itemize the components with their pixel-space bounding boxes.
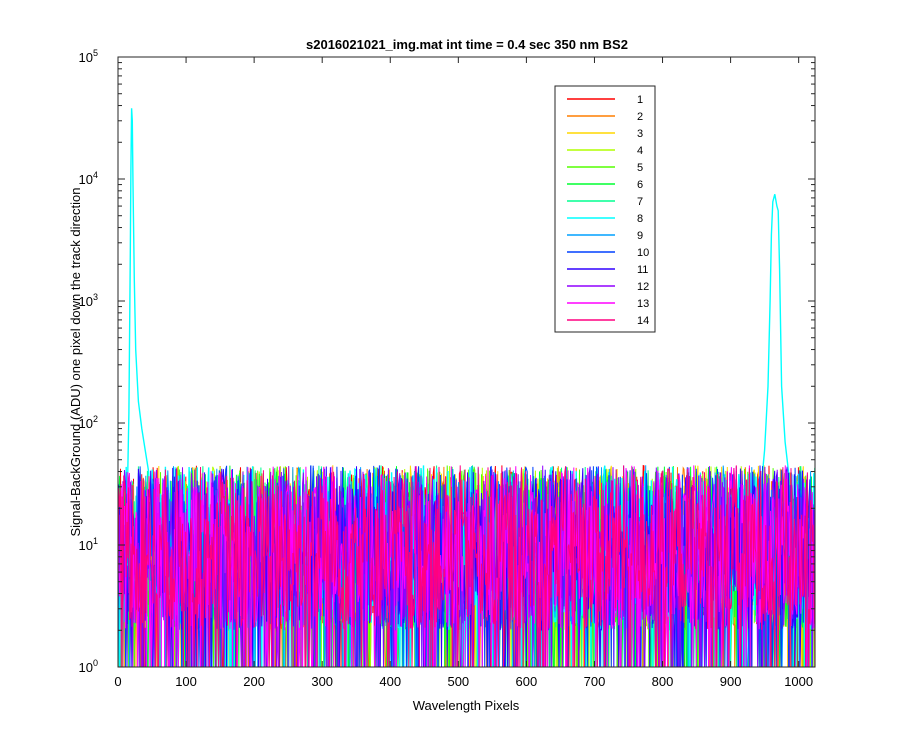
legend-label-14: 14 bbox=[637, 315, 649, 327]
axes-box bbox=[117, 56, 816, 668]
x-tick-label: 500 bbox=[447, 674, 469, 689]
x-tick-label: 1000 bbox=[784, 674, 813, 689]
x-axis-label: Wavelength Pixels bbox=[413, 698, 520, 713]
legend-label-1: 1 bbox=[637, 94, 643, 106]
x-tick-label: 600 bbox=[516, 674, 538, 689]
x-tick-label: 300 bbox=[311, 674, 333, 689]
legend-label-11: 11 bbox=[637, 264, 648, 276]
legend-box bbox=[554, 85, 656, 333]
y-tick-label: 105 bbox=[79, 48, 98, 65]
y-tick-label: 102 bbox=[79, 414, 98, 431]
x-tick-label: 700 bbox=[584, 674, 606, 689]
legend-label-9: 9 bbox=[637, 230, 643, 242]
legend-label-12: 12 bbox=[637, 281, 649, 293]
y-tick-label: 101 bbox=[79, 536, 98, 553]
series-line-14 bbox=[118, 465, 815, 667]
x-tick-label: 900 bbox=[720, 674, 742, 689]
x-tick-label: 200 bbox=[243, 674, 265, 689]
x-tick-label: 400 bbox=[379, 674, 401, 689]
legend-label-13: 13 bbox=[637, 298, 649, 310]
legend-label-4: 4 bbox=[637, 145, 643, 157]
legend-label-8: 8 bbox=[637, 213, 643, 225]
y-tick-label: 104 bbox=[79, 170, 98, 187]
chart-title: s2016021021_img.mat int time = 0.4 sec 3… bbox=[306, 37, 628, 52]
y-axis-label: Signal-BackGround (ADU) one pixel down t… bbox=[68, 187, 83, 536]
legend-label-3: 3 bbox=[637, 128, 643, 140]
legend-label-6: 6 bbox=[637, 179, 643, 191]
legend-label-10: 10 bbox=[637, 247, 649, 259]
x-tick-label: 0 bbox=[114, 674, 121, 689]
y-tick-label: 103 bbox=[79, 292, 98, 309]
x-tick-label: 800 bbox=[652, 674, 674, 689]
legend-label-7: 7 bbox=[637, 196, 643, 208]
plot-area bbox=[118, 57, 815, 667]
legend-label-5: 5 bbox=[637, 162, 643, 174]
y-tick-label: 100 bbox=[79, 658, 98, 675]
axes: 0 100 200 300 400 500 600 700 800 900 100010010110… bbox=[79, 48, 816, 689]
legend-label-2: 2 bbox=[637, 111, 643, 123]
x-tick-label: 100 bbox=[175, 674, 197, 689]
